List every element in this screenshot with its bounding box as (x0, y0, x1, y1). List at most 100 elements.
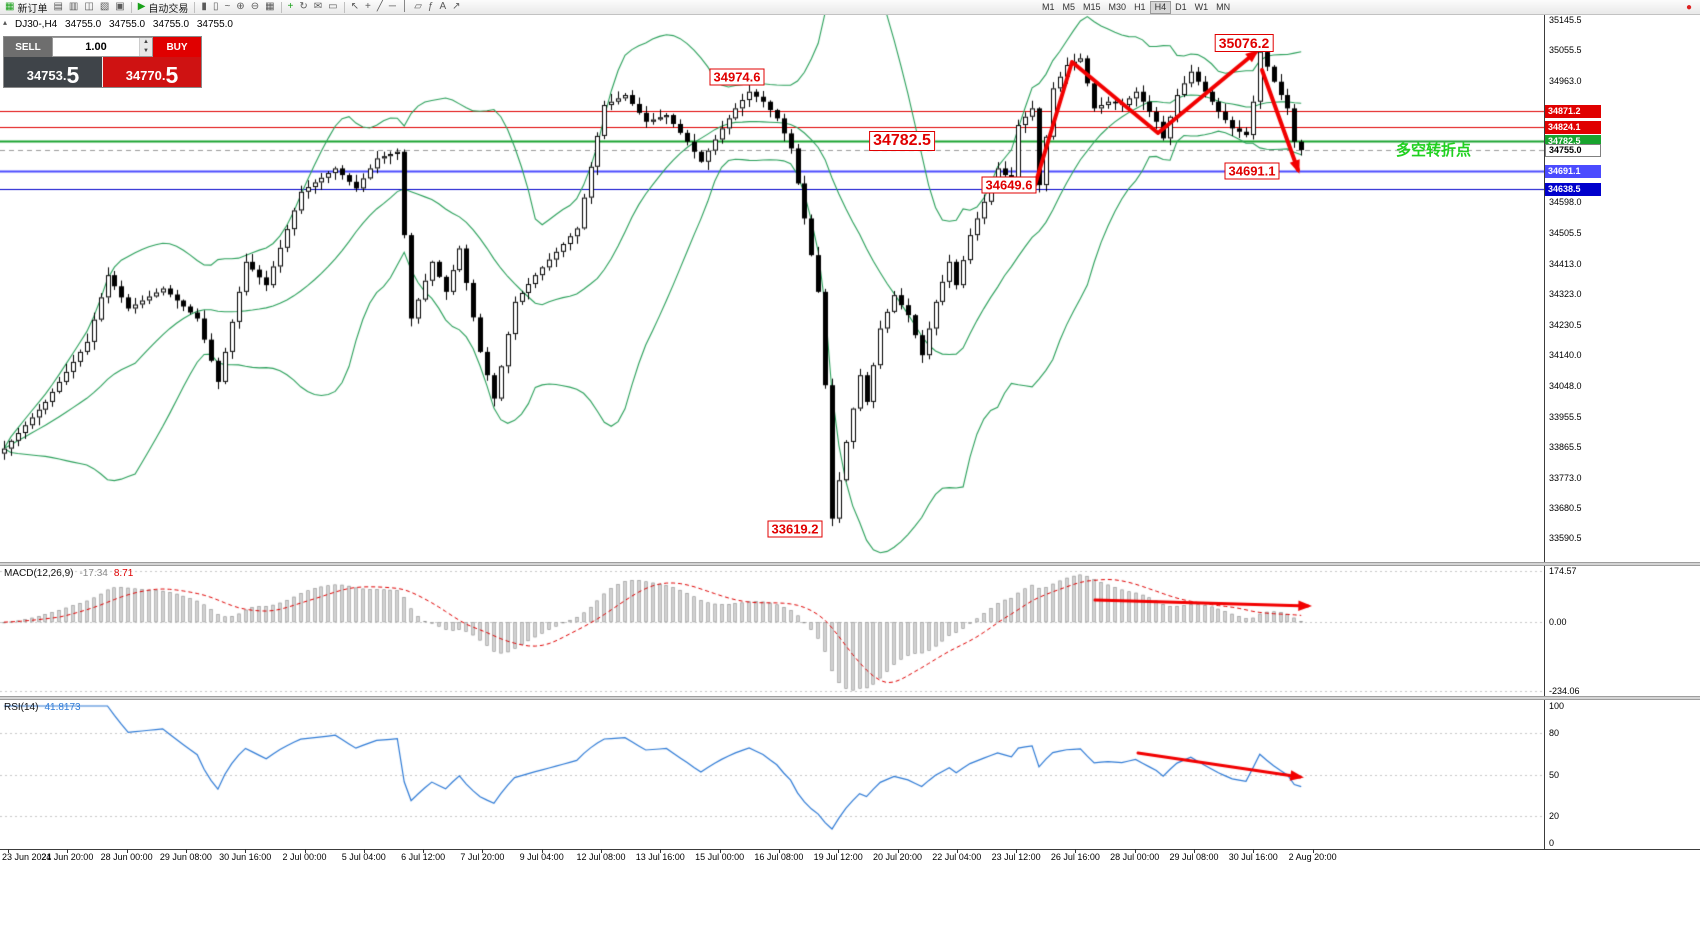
new-order-button[interactable]: ▦ 新订单 (2, 0, 50, 15)
time-tick (1253, 849, 1255, 853)
volume-down-icon[interactable]: ▼ (140, 47, 152, 56)
panel-divider[interactable] (0, 696, 1700, 700)
vertical-line-icon[interactable]: │ (399, 0, 411, 14)
main-toolbar: ▦ 新订单 ▤ ▥ ◫ ▧ ▣ ▶ 自动交易 ▮ ▯ ~ ⊕ ⊖ ▦ + ↻ ✉ ▭ ↖ + ╱ ─ │ ▱ ƒ A ↗ M1 M5 M1… (0, 0, 1700, 15)
timeframe-toolbar: M1 M5 M15 M30 H1 H4 D1 W1 MN (1038, 0, 1234, 14)
buy-price[interactable]: 34770. 5 (103, 57, 201, 87)
time-tick (956, 849, 958, 853)
zoom-in-icon[interactable]: ⊕ (233, 0, 247, 14)
panel-divider[interactable] (0, 562, 1700, 566)
time-tick (541, 849, 543, 853)
timeframe-h1-button[interactable]: H1 (1134, 1, 1146, 12)
rsi-tick-label: 50 (1549, 769, 1560, 780)
macd-panel-canvas[interactable] (0, 566, 1544, 696)
line-chart-icon[interactable]: ~ (221, 0, 233, 14)
vertical-line-icon: │ (401, 1, 409, 12)
volume-input[interactable] (53, 38, 139, 56)
zoom-out-icon[interactable]: ⊖ (248, 0, 262, 14)
time-label: 7 Jul 20:00 (460, 852, 505, 862)
price-annotation[interactable]: 34974.6 (709, 68, 765, 86)
time-label: 12 Jul 08:00 (576, 852, 626, 862)
sell-button[interactable]: SELL (4, 37, 52, 57)
price-tick-label: 34048.0 (1549, 380, 1582, 391)
toolbar-right: ● (1683, 0, 1695, 14)
rsi-name: RSI(14) (4, 702, 39, 713)
timeframe-m5-button[interactable]: M5 (1062, 1, 1076, 12)
time-axis[interactable] (0, 849, 1700, 866)
high-value: 34755.0 (108, 19, 146, 30)
print-icon[interactable]: ▭ (325, 0, 340, 14)
chart-window-icon: ▤ (53, 1, 63, 12)
one-click-collapse-icon[interactable]: ▴ (3, 18, 8, 27)
price-annotation[interactable]: 34649.6 (981, 176, 1037, 194)
fibonacci-icon[interactable]: ƒ (425, 0, 437, 14)
timeframe-d1-button[interactable]: D1 (1175, 1, 1187, 12)
tile-windows-icon[interactable]: ▦ (262, 0, 277, 14)
arrow-tool-icon[interactable]: ↗ (449, 0, 463, 14)
price-annotation[interactable]: 35076.2 (1214, 33, 1274, 52)
chart-window-icon[interactable]: ▤ (50, 0, 65, 14)
price-tick-label: 35145.5 (1549, 14, 1582, 25)
price-annotation[interactable]: 34782.5 (869, 130, 935, 151)
time-label: 24 Jun 20:00 (41, 852, 94, 862)
indicators-icon[interactable]: + (285, 0, 297, 14)
trendline-icon[interactable]: ╱ (374, 0, 386, 14)
bar-chart-icon: ▯ (212, 1, 219, 12)
main-chart-canvas[interactable] (0, 15, 1544, 562)
toolbar-separator (194, 1, 196, 13)
time-label: 26 Jul 16:00 (1050, 852, 1100, 862)
rsi-panel-canvas[interactable] (0, 700, 1544, 849)
timeframe-m15-button[interactable]: M15 (1083, 1, 1101, 12)
timeframe-m30-button[interactable]: M30 (1108, 1, 1127, 12)
candlestick-chart-icon: ▮ (201, 1, 207, 12)
price-annotation[interactable]: 33619.2 (767, 520, 823, 538)
price-tick-label: 35055.5 (1549, 44, 1582, 55)
community-icon[interactable]: ● (1685, 1, 1692, 13)
candlestick-chart-icon[interactable]: ▮ (198, 0, 210, 14)
timeframe-mn-button[interactable]: MN (1216, 1, 1231, 12)
crosshair-icon[interactable]: + (362, 0, 374, 14)
time-tick (245, 849, 247, 853)
cursor-icon[interactable]: ↖ (348, 0, 362, 14)
time-tick (1075, 849, 1077, 853)
time-label: 23 Jun 2021 (2, 852, 52, 862)
close-value: 34755.0 (196, 19, 233, 30)
autotrade-button: ▶ (137, 1, 146, 12)
text-icon: A (439, 1, 447, 12)
price-tick-label: 34140.0 (1549, 350, 1582, 361)
timeframe-w1-button[interactable]: W1 (1194, 1, 1209, 12)
time-label: 20 Jul 20:00 (872, 852, 923, 862)
navigator-icon[interactable]: ▧ (97, 0, 112, 14)
horizontal-line-icon[interactable]: ─ (386, 0, 399, 14)
sell-price[interactable]: 34753. 5 (4, 57, 102, 87)
bar-chart-icon[interactable]: ▯ (210, 0, 222, 14)
toolbar-separator (280, 1, 282, 13)
buy-button[interactable]: BUY (153, 37, 201, 57)
volume-up-icon[interactable]: ▲ (140, 38, 152, 47)
timeframe-m1-button[interactable]: M1 (1042, 1, 1055, 12)
profiles-icon[interactable]: ▥ (66, 0, 81, 14)
timeframe-h4-button[interactable]: H4 (1149, 0, 1172, 14)
price-tag: 34871.2 (1545, 105, 1601, 118)
one-click-trading-panel: SELL ▲ ▼ BUY 34753.5 34770.5 (3, 36, 202, 88)
trendline-icon: ╱ (376, 1, 383, 12)
price-tick-label: 33865.5 (1549, 441, 1582, 452)
autotrade-button[interactable]: ▶ 自动交易 (135, 0, 192, 15)
time-tick (719, 849, 721, 853)
tile-windows-icon: ▦ (265, 1, 275, 12)
terminal-icon[interactable]: ▣ (112, 0, 127, 14)
time-tick (778, 849, 780, 853)
zoom-out-icon: ⊖ (250, 1, 260, 12)
refresh-icon[interactable]: ↻ (296, 0, 310, 14)
text-icon[interactable]: A (436, 0, 449, 14)
market-watch-icon[interactable]: ◫ (81, 0, 96, 14)
refresh-icon: ↻ (299, 1, 308, 12)
mail-icon[interactable]: ✉ (311, 0, 325, 14)
time-tick (363, 849, 365, 853)
price-tick-label: 34230.5 (1549, 320, 1582, 331)
chart-note[interactable]: 多空转折点 (1396, 142, 1472, 159)
price-annotation[interactable]: 34691.1 (1224, 162, 1280, 180)
channel-icon[interactable]: ▱ (411, 0, 425, 14)
horizontal-line-icon: ─ (388, 1, 396, 12)
